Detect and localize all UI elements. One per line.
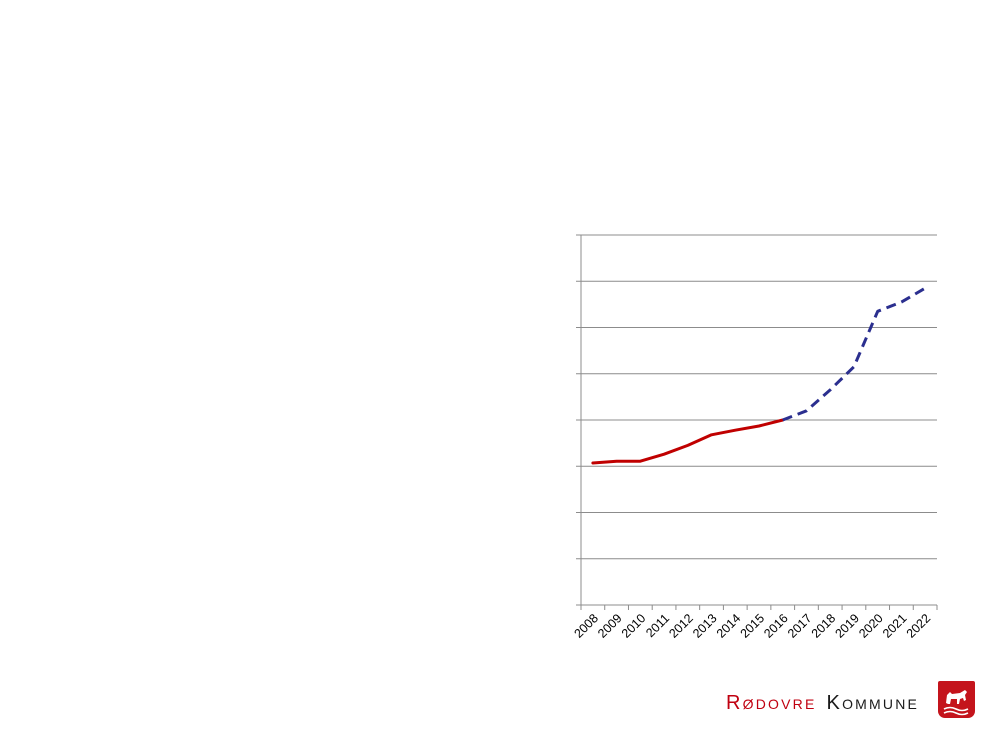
x-tick-label: 2020 [856,611,886,641]
x-tick-label: 2016 [761,611,791,641]
x-tick-label: 2013 [690,611,720,641]
x-tick-labels: 2008200920102011201220132014201520162017… [571,611,933,641]
x-tick-label: 2018 [809,611,839,641]
x-tick-label: 2019 [832,611,862,641]
brand-word-1: Rødovre [726,692,817,714]
x-tick-label: 2014 [714,611,744,641]
x-tick-label: 2008 [571,611,601,641]
brand-name: Rødovre Kommune [726,692,919,715]
series-lines [591,286,926,465]
x-tick-label: 2009 [595,611,625,641]
x-tick-label: 2022 [904,611,934,641]
series-line-solid [591,418,785,465]
brand-word-2: Kommune [826,692,920,714]
x-tick-label: 2010 [619,611,649,641]
series-line-dashed [782,286,926,422]
x-tick-label: 2011 [643,611,672,640]
x-tick-label: 2012 [666,611,696,641]
rodovre-seal-icon [938,681,976,718]
x-tick-label: 2021 [880,611,910,641]
x-tick-label: 2017 [785,611,815,641]
footer-logo: Rødovre Kommune [726,681,976,719]
gridlines [581,234,937,560]
axes [576,234,938,610]
x-tick-label: 2015 [738,611,768,641]
